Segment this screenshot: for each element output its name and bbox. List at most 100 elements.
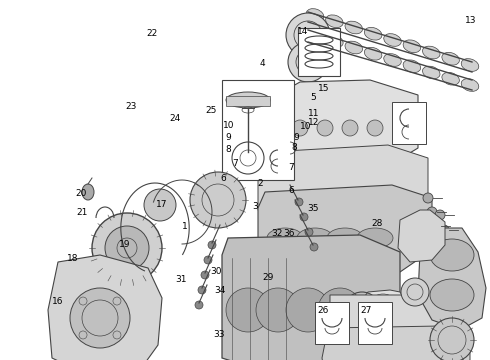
Ellipse shape — [226, 92, 270, 108]
Ellipse shape — [144, 189, 176, 221]
Ellipse shape — [342, 120, 358, 136]
Ellipse shape — [297, 228, 333, 248]
Text: 14: 14 — [297, 27, 309, 36]
Text: 29: 29 — [263, 274, 274, 282]
Ellipse shape — [384, 33, 401, 46]
Ellipse shape — [461, 59, 479, 71]
Ellipse shape — [431, 221, 441, 231]
Text: 25: 25 — [205, 107, 217, 115]
Text: 28: 28 — [371, 219, 383, 228]
Ellipse shape — [442, 72, 460, 85]
Text: 8: 8 — [291, 143, 297, 152]
Ellipse shape — [423, 193, 433, 203]
Text: 3: 3 — [252, 202, 258, 211]
Polygon shape — [418, 228, 486, 330]
Bar — [392, 102, 426, 144]
Ellipse shape — [198, 286, 206, 294]
Text: 32: 32 — [271, 230, 283, 238]
Ellipse shape — [208, 241, 216, 249]
Ellipse shape — [345, 21, 363, 34]
Text: 21: 21 — [76, 208, 88, 217]
Text: 27: 27 — [361, 306, 372, 315]
Ellipse shape — [326, 15, 343, 28]
Ellipse shape — [422, 66, 440, 79]
Ellipse shape — [422, 46, 440, 59]
Ellipse shape — [286, 13, 330, 57]
Ellipse shape — [442, 53, 460, 65]
Text: 31: 31 — [175, 274, 187, 284]
Text: 20: 20 — [75, 189, 87, 198]
Polygon shape — [322, 326, 470, 360]
Ellipse shape — [435, 210, 445, 220]
Text: 6: 6 — [289, 186, 294, 195]
Text: 16: 16 — [52, 297, 64, 306]
Text: 11: 11 — [308, 109, 319, 118]
Text: 13: 13 — [465, 16, 476, 25]
Ellipse shape — [306, 9, 324, 21]
Ellipse shape — [367, 294, 399, 326]
Ellipse shape — [195, 301, 203, 309]
Ellipse shape — [401, 278, 429, 306]
Ellipse shape — [430, 239, 474, 271]
Text: 15: 15 — [318, 84, 329, 93]
Ellipse shape — [317, 120, 333, 136]
Bar — [222, 80, 294, 180]
Ellipse shape — [190, 172, 246, 228]
Bar — [315, 302, 349, 344]
Text: 19: 19 — [119, 240, 131, 249]
Text: 4: 4 — [259, 58, 265, 68]
Polygon shape — [258, 145, 428, 228]
Ellipse shape — [204, 256, 212, 264]
Text: 26: 26 — [318, 306, 329, 315]
Text: 17: 17 — [156, 200, 168, 209]
Ellipse shape — [92, 213, 162, 283]
Polygon shape — [48, 255, 162, 360]
Bar — [226, 96, 270, 106]
Polygon shape — [268, 80, 418, 175]
Ellipse shape — [288, 42, 328, 82]
Ellipse shape — [430, 318, 474, 360]
Ellipse shape — [305, 228, 313, 236]
Text: 30: 30 — [210, 267, 221, 276]
Ellipse shape — [430, 279, 474, 311]
Ellipse shape — [82, 184, 94, 200]
Text: 7: 7 — [232, 159, 238, 168]
Bar — [298, 28, 340, 76]
Polygon shape — [398, 210, 445, 262]
Ellipse shape — [357, 228, 393, 248]
Polygon shape — [330, 295, 458, 342]
Ellipse shape — [201, 271, 209, 279]
Ellipse shape — [403, 60, 420, 73]
Ellipse shape — [439, 225, 449, 235]
Ellipse shape — [367, 120, 383, 136]
Ellipse shape — [318, 288, 362, 332]
Bar — [358, 302, 392, 344]
Text: 22: 22 — [147, 29, 157, 37]
Text: 10: 10 — [299, 122, 311, 131]
Ellipse shape — [403, 40, 420, 53]
Ellipse shape — [310, 243, 318, 251]
Ellipse shape — [295, 198, 303, 206]
Text: 7: 7 — [289, 163, 294, 172]
Text: 10: 10 — [222, 122, 234, 130]
Ellipse shape — [105, 226, 149, 270]
Text: 5: 5 — [311, 93, 317, 102]
Text: 35: 35 — [307, 203, 318, 212]
Text: 33: 33 — [214, 330, 225, 339]
Polygon shape — [258, 185, 432, 280]
Text: 18: 18 — [67, 254, 78, 263]
Text: 2: 2 — [257, 179, 263, 188]
Ellipse shape — [267, 228, 303, 248]
Polygon shape — [358, 290, 408, 330]
Text: 1: 1 — [182, 222, 188, 231]
Ellipse shape — [427, 207, 437, 217]
Ellipse shape — [365, 48, 382, 60]
Ellipse shape — [292, 120, 308, 136]
Ellipse shape — [256, 288, 300, 332]
Polygon shape — [222, 235, 400, 360]
Ellipse shape — [365, 27, 382, 40]
Ellipse shape — [306, 29, 324, 41]
Text: 12: 12 — [308, 118, 319, 127]
Ellipse shape — [226, 288, 270, 332]
Ellipse shape — [384, 54, 401, 66]
